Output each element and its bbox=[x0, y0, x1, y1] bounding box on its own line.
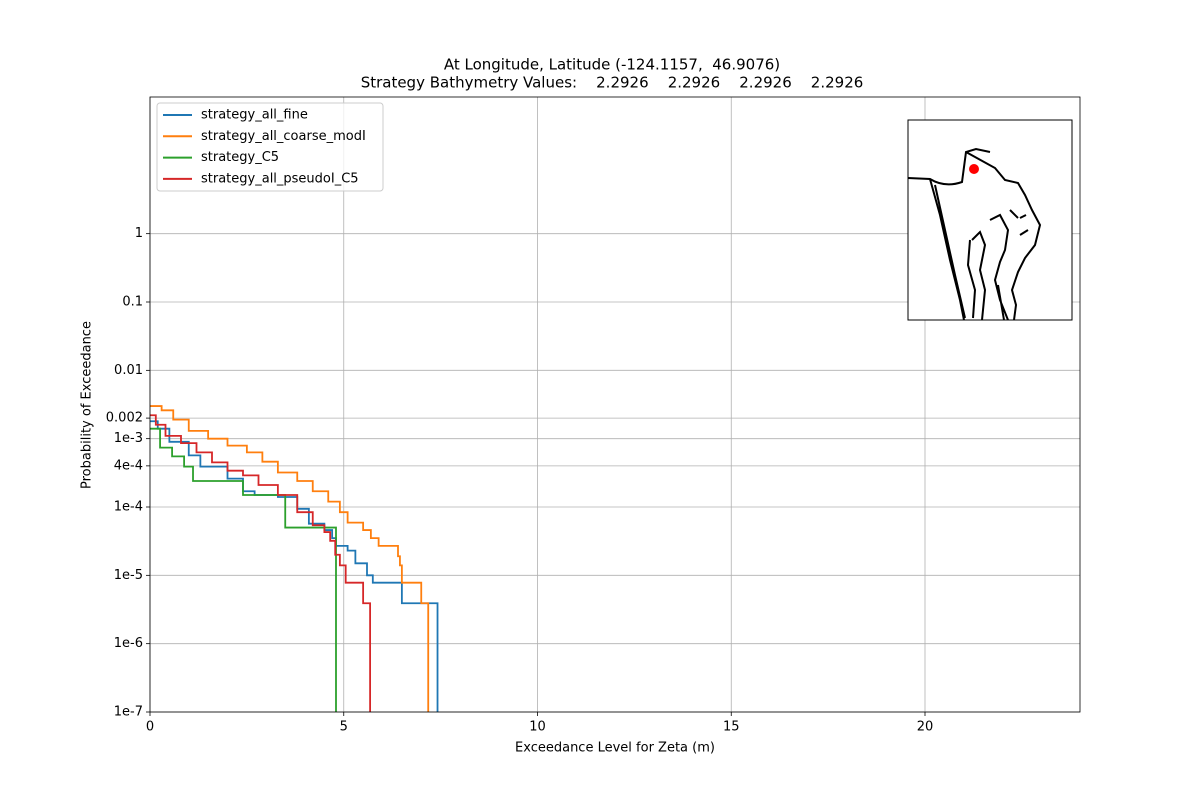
x-tick-label: 10 bbox=[529, 720, 546, 735]
y-tick-label: 1e-3 bbox=[114, 431, 143, 446]
series-line bbox=[150, 420, 439, 712]
coastline bbox=[907, 147, 1042, 321]
chart-subtitle: Strategy Bathymetry Values: 2.2926 2.292… bbox=[361, 74, 864, 92]
legend-label: strategy_all_fine bbox=[201, 108, 308, 123]
y-tick-label: 1 bbox=[135, 226, 143, 241]
y-axis-label: Probability of Exceedance bbox=[80, 321, 95, 489]
series-line bbox=[150, 405, 430, 712]
inset-map bbox=[907, 119, 1073, 321]
legend-label: strategy_C5 bbox=[201, 150, 279, 165]
y-tick-label: 1e-6 bbox=[114, 636, 143, 651]
legend: strategy_all_fine strategy_all_coarse_mod… bbox=[156, 102, 384, 192]
y-tick-label: 4e-4 bbox=[114, 458, 143, 473]
y-tick-label: 1e-4 bbox=[114, 500, 143, 515]
series-line bbox=[150, 414, 371, 712]
x-tick-label: 15 bbox=[723, 720, 740, 735]
x-tick-label: 20 bbox=[917, 720, 934, 735]
series-line bbox=[150, 427, 337, 712]
y-tick-label: 0.002 bbox=[106, 411, 143, 426]
y-tick-label: 1e-5 bbox=[114, 568, 143, 583]
plot-lines bbox=[150, 405, 439, 712]
legend-label: strategy_all_coarse_modI bbox=[201, 129, 366, 144]
x-tick-label: 5 bbox=[340, 720, 348, 735]
legend-box bbox=[156, 102, 384, 192]
y-tick-label: 0.01 bbox=[114, 363, 143, 378]
chart-title: At Longitude, Latitude (-124.1157, 46.90… bbox=[444, 56, 780, 74]
x-axis-label: Exceedance Level for Zeta (m) bbox=[515, 741, 715, 756]
axes-frame bbox=[149, 96, 1081, 713]
y-tick-label: 1e-7 bbox=[114, 705, 143, 720]
legend-label: strategy_all_pseudoI_C5 bbox=[201, 171, 359, 186]
y-tick-label: 0.1 bbox=[122, 295, 143, 310]
x-tick-label: 0 bbox=[146, 720, 154, 735]
location-marker bbox=[969, 164, 979, 174]
